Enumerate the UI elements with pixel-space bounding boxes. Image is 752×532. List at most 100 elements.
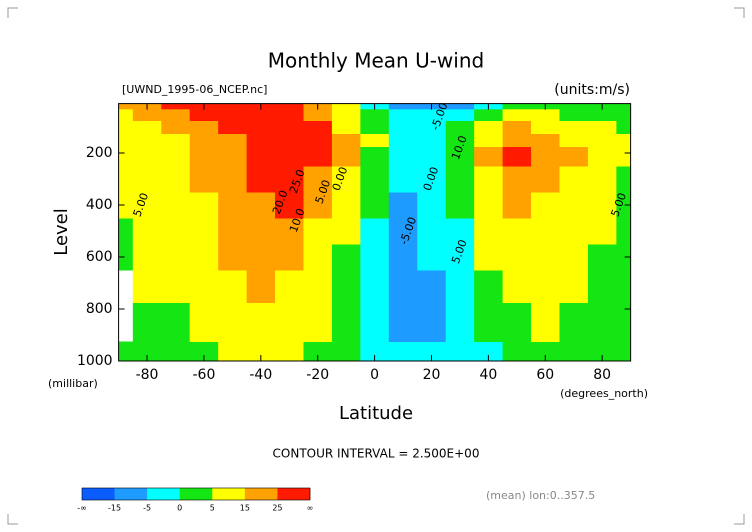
field-cell [303, 302, 333, 342]
field-cell [331, 270, 361, 303]
field-cell [360, 302, 390, 342]
field-cell [331, 108, 361, 121]
field-cell [445, 133, 475, 147]
field-cell [531, 302, 560, 342]
field-cell [161, 341, 191, 362]
field-cell [189, 166, 219, 193]
field-cell [587, 192, 617, 219]
field-cell [587, 218, 617, 245]
field-cell [502, 244, 532, 271]
field-cell [559, 302, 589, 342]
field-cell [118, 146, 134, 167]
x-tick-label: 60 [536, 367, 554, 383]
field-cell [303, 166, 333, 193]
field-cell [303, 270, 333, 303]
field-cell [303, 244, 333, 271]
field-cell [616, 302, 632, 342]
field-cell [559, 103, 589, 110]
colorbar-tick-label: 5 [210, 504, 215, 513]
field-cell [246, 120, 276, 134]
field-cell [118, 120, 134, 134]
colorbar-tick-label: -15 [108, 504, 121, 513]
field-cell [445, 270, 475, 303]
field-cell [331, 244, 361, 271]
field-cell [118, 108, 134, 121]
field-cell [132, 120, 162, 134]
field-cell [502, 133, 532, 147]
field-cell [303, 120, 333, 134]
field-cell [587, 270, 617, 303]
x-tick-label: -20 [306, 367, 329, 383]
colorbar-tick-label: -5 [143, 504, 151, 513]
field-cell [132, 166, 162, 193]
field-cell [118, 103, 134, 110]
field-cell [531, 108, 560, 121]
field-cell [587, 146, 617, 167]
field-cell [246, 108, 276, 121]
y-tick-label: 400 [86, 197, 113, 213]
field-cell [474, 341, 504, 362]
x-axis-unit: (degrees_north) [560, 387, 648, 400]
field-cell [417, 146, 447, 167]
field-cell [118, 166, 134, 193]
field-cell [218, 302, 248, 342]
field-cell [275, 120, 304, 134]
colorbar-swatch [244, 488, 278, 500]
field-cell [388, 302, 418, 342]
colorbar-frame [81, 487, 311, 501]
field-cell [132, 244, 162, 271]
field-cell [559, 218, 589, 245]
field-cell [559, 146, 589, 167]
field-cell [303, 341, 333, 362]
y-tick-label: 600 [86, 249, 113, 265]
field-cell [616, 146, 632, 167]
field-cell [246, 192, 276, 219]
field-cell [189, 133, 219, 147]
field-cell [189, 302, 219, 342]
field-cell [161, 103, 191, 110]
field-cell [161, 166, 191, 193]
field-cell [388, 166, 418, 193]
field-cell [445, 166, 475, 193]
field-cell [417, 120, 447, 134]
y-tick-label: 200 [86, 145, 113, 161]
field-cell [132, 133, 162, 147]
field-cell [616, 341, 632, 362]
field-cell [275, 103, 304, 110]
field-cell [559, 341, 589, 362]
field-cell [275, 341, 304, 362]
field-cell [132, 192, 162, 219]
field-cell [161, 133, 191, 147]
field-cell [331, 166, 361, 193]
field-cell [531, 218, 560, 245]
x-tick-label: 40 [479, 367, 497, 383]
field-cell [161, 146, 191, 167]
field-cell [218, 218, 248, 245]
field-cell [360, 120, 390, 134]
field-cell [587, 244, 617, 271]
field-cell [474, 120, 504, 134]
field-cell [502, 108, 532, 121]
field-cell [275, 192, 304, 219]
field-cell [502, 302, 532, 342]
field-cell [502, 146, 532, 167]
field-cell [275, 270, 304, 303]
field-cell [445, 341, 475, 362]
field-cell [474, 302, 504, 342]
field-cell [616, 192, 632, 219]
colorbar-tick-label: 15 [240, 504, 250, 513]
field-cell [417, 218, 447, 245]
field-cell [360, 270, 390, 303]
field-cell [559, 108, 589, 121]
field-cell [587, 133, 617, 147]
field-cell [189, 270, 219, 303]
colorbar-tick-label: 25 [272, 504, 282, 513]
colorbar-swatch [147, 488, 181, 500]
field-cell [189, 341, 219, 362]
field-cell [502, 103, 532, 110]
field-cell [616, 270, 632, 303]
field-cell [616, 120, 632, 134]
field-cell [189, 120, 219, 134]
y-axis-unit: (millibar) [48, 377, 98, 390]
field-cell [132, 302, 162, 342]
